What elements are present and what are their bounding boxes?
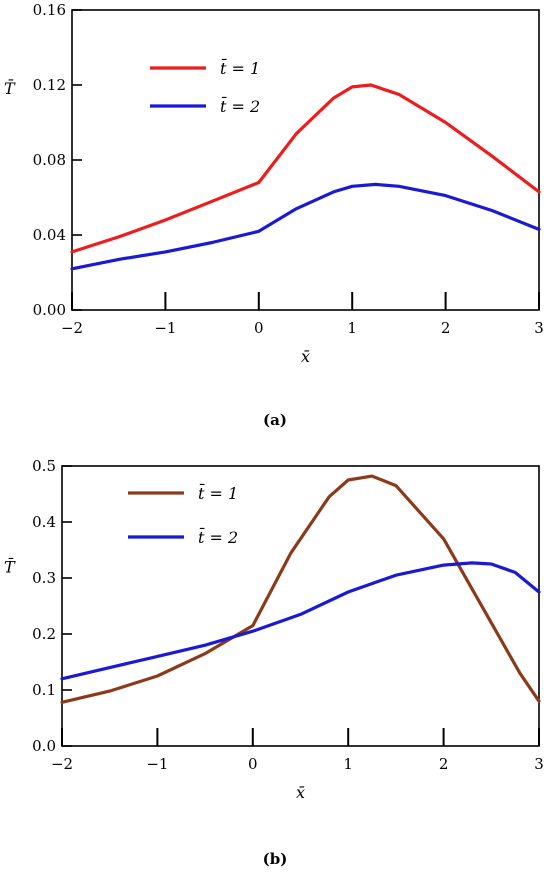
series-line-1 [60, 474, 541, 704]
y-tick-label: 0.16 [33, 1, 66, 19]
x-tick-label: −1 [146, 755, 168, 773]
x-tick-label: 0 [248, 755, 258, 773]
x-tick-label: 1 [347, 319, 357, 337]
x-tick-label: −1 [154, 319, 176, 337]
x-tick-label: 1 [343, 755, 353, 773]
plot-frame [61, 465, 540, 747]
figure-caption: (a) [263, 411, 287, 429]
y-axis-label: T̄ [4, 555, 16, 576]
x-tick-label: 0 [254, 319, 264, 337]
plot-frame [71, 9, 540, 311]
x-tick-label: −2 [61, 319, 83, 337]
y-tick-label: 0.0 [32, 737, 56, 755]
series-line-1 [70, 83, 541, 254]
y-tick-label: 0.04 [33, 226, 66, 244]
series-line-2 [60, 561, 541, 681]
y-axis-label: T̄ [4, 77, 16, 98]
chart-panel-b: −2 −1 0 1 2 3 0.0 0.1 0.2 0.3 0.4 0.5 x̄ T̄ t̄ = 1 t̄ =… [0, 440, 550, 881]
legend-label-2: t̄ = 2 [220, 95, 260, 116]
x-axis-label: x̄ [296, 783, 305, 802]
y-tick-label: 0.3 [32, 569, 56, 587]
y-tick-label: 0.2 [32, 625, 56, 643]
y-tick-label: 0.12 [33, 76, 66, 94]
x-tick-label: −2 [51, 755, 73, 773]
y-tick-label: 0.00 [33, 301, 66, 319]
series-line-2 [70, 182, 541, 271]
chart-a: −2 −1 0 1 2 3 0.00 0.04 0.08 0.12 0.16 x̄ T̄ t̄ = 1 t̄… [4, 1, 544, 429]
y-tick-label: 0.08 [33, 151, 66, 169]
legend-label-1: t̄ = 1 [220, 57, 260, 78]
legend-label-2: t̄ = 2 [198, 526, 238, 547]
x-tick-label: 2 [441, 319, 451, 337]
legend-label-1: t̄ = 1 [198, 482, 238, 503]
y-tick-label: 0.1 [32, 681, 56, 699]
figure-caption: (b) [263, 850, 288, 868]
x-axis-label: x̄ [301, 347, 310, 366]
x-tick-label: 2 [439, 755, 449, 773]
x-tick-label: 3 [534, 755, 544, 773]
y-tick-label: 0.4 [32, 513, 56, 531]
x-tick-label: 3 [534, 319, 544, 337]
y-tick-label: 0.5 [32, 457, 56, 475]
chart-panel-a: −2 −1 0 1 2 3 0.00 0.04 0.08 0.12 0.16 x̄ T̄ t̄ = 1 t̄… [0, 0, 550, 440]
chart-b: −2 −1 0 1 2 3 0.0 0.1 0.2 0.3 0.4 0.5 x̄ T̄ t̄ = 1 t̄ =… [4, 457, 544, 868]
